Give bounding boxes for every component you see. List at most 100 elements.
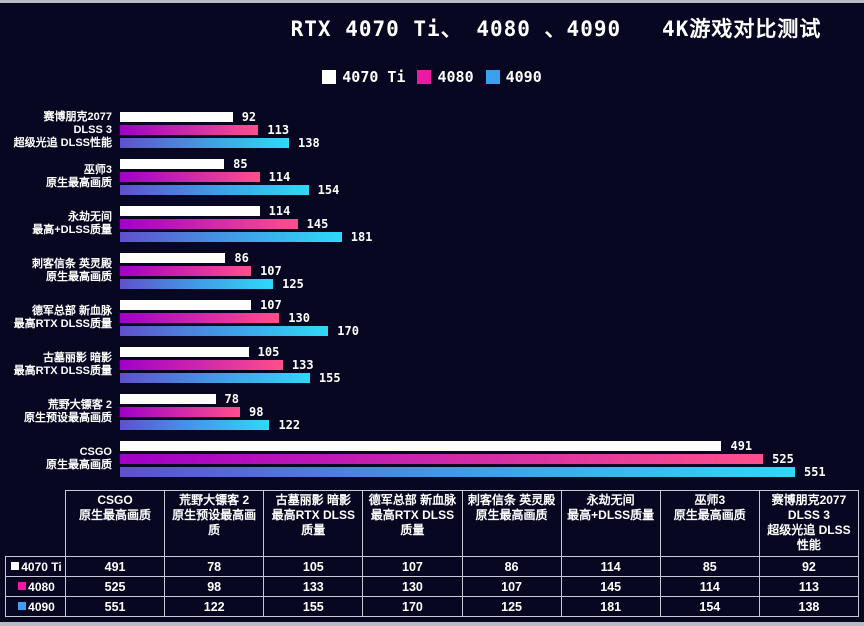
row-swatch xyxy=(11,561,20,570)
bar-4070-ti xyxy=(120,441,722,451)
bottom-edge-strip xyxy=(0,622,864,626)
bar-row: 114 xyxy=(120,204,864,218)
table-header-cell: 永劫无间 最高+DLSS质量 xyxy=(560,490,661,557)
bar-4080 xyxy=(120,266,252,276)
row-swatch xyxy=(18,601,27,610)
bar-row: 130 xyxy=(120,311,864,325)
bar-value-label: 85 xyxy=(233,157,248,171)
bar-4080 xyxy=(120,360,283,370)
table-header-cell: 古墓丽影 暗影 最高RTX DLSS质量 xyxy=(263,490,364,557)
bar-row: 125 xyxy=(120,277,864,291)
category-label: 赛博朋克2077 DLSS 3 超级光追 DLSS性能 xyxy=(13,110,112,149)
table-cell: 107 xyxy=(461,576,562,597)
top-edge-strip xyxy=(0,0,864,3)
category-label: 荒野大镖客 2 原生预设最高画质 xyxy=(24,399,112,424)
legend-swatch-4070-ti xyxy=(322,70,337,84)
table-row-label-4070-ti: 4070 Ti xyxy=(5,556,66,577)
bar-row: 114 xyxy=(120,170,864,184)
table-cell: 78 xyxy=(164,556,265,577)
bar-4090 xyxy=(120,232,342,242)
bar-value-label: 113 xyxy=(267,123,290,137)
bar-row: 551 xyxy=(120,465,864,479)
bar-4080 xyxy=(120,125,259,135)
table-cell: 145 xyxy=(560,576,661,597)
bar-value-label: 145 xyxy=(306,217,329,231)
table-cell: 154 xyxy=(659,596,760,617)
bar-row: 107 xyxy=(120,298,864,312)
bar-row: 122 xyxy=(120,418,864,432)
bar-4090 xyxy=(120,467,795,477)
bar-value-label: 181 xyxy=(350,230,373,244)
bar-4090 xyxy=(120,279,274,289)
bar-value-label: 491 xyxy=(730,439,753,453)
table-cell: 85 xyxy=(659,556,760,577)
bar-row: 155 xyxy=(120,371,864,385)
table-header-cell: 巫师3 原生最高画质 xyxy=(659,490,760,557)
bar-row: 107 xyxy=(120,264,864,278)
category-label: 巫师3 原生最高画质 xyxy=(46,164,112,189)
bar-4080 xyxy=(120,219,298,229)
bar-value-label: 78 xyxy=(224,392,239,406)
bar-4090 xyxy=(120,420,270,430)
bar-4090 xyxy=(120,138,290,148)
bar-value-label: 86 xyxy=(234,251,249,265)
results-table: CSGO 原生最高画质 荒野大镖客 2 原生预设最高画质 古墓丽影 暗影 最高RTX… xyxy=(5,490,860,617)
category-label: 永劫无间 最高+DLSS质量 xyxy=(32,211,112,236)
bar-row: 78 xyxy=(120,392,864,406)
table-cell: 105 xyxy=(263,556,364,577)
bar-row: 181 xyxy=(120,230,864,244)
bar-4080 xyxy=(120,454,764,464)
bar-row: 105 xyxy=(120,345,864,359)
bar-value-label: 138 xyxy=(298,136,320,150)
bar-4090 xyxy=(120,373,310,383)
bar-value-label: 170 xyxy=(337,324,359,338)
bar-value-label: 133 xyxy=(291,358,314,372)
table-cell: 125 xyxy=(461,596,562,617)
table-cell: 122 xyxy=(164,596,265,617)
table-row: 4090 551 122 155 170 125 181 154 138 xyxy=(5,596,860,617)
bar-value-label: 107 xyxy=(260,264,282,278)
chart-group: 德军总部 新血脉 最高RTX DLSS质量 107 130 170 xyxy=(0,298,864,338)
bar-stack: 107 130 170 xyxy=(112,298,864,338)
chart-title: RTX 4070 Ti、 4080 、4090 4K游戏对比测试 xyxy=(290,17,822,41)
table-cell: 525 xyxy=(64,576,166,597)
bar-stack: 92 113 138 xyxy=(112,110,864,150)
bar-row: 113 xyxy=(120,123,864,137)
legend-label: 4070 Ti xyxy=(342,68,406,86)
bar-stack: 114 145 181 xyxy=(112,204,864,244)
bar-row: 491 xyxy=(120,439,864,453)
table-cell: 114 xyxy=(659,576,760,597)
bar-value-label: 105 xyxy=(257,345,280,359)
table-cell: 114 xyxy=(560,556,661,577)
bar-stack: 86 107 125 xyxy=(112,251,864,291)
table-header-cell: 刺客信条 英灵殿 原生最高画质 xyxy=(461,490,562,557)
bar-value-label: 114 xyxy=(268,204,291,218)
table-cell: 113 xyxy=(758,576,860,597)
table-header-cell: 荒野大镖客 2 原生预设最高画质 xyxy=(164,490,265,557)
table-cell: 98 xyxy=(164,576,265,597)
bar-4070-ti xyxy=(120,347,249,357)
bar-chart: 赛博朋克2077 DLSS 3 超级光追 DLSS性能 92 113 138 巫师3 原生最高… xyxy=(0,110,864,488)
category-label: CSGO 原生最高画质 xyxy=(46,446,112,471)
legend-label: 4090 xyxy=(505,68,542,86)
legend-item-4070-ti: 4070 Ti xyxy=(322,68,405,86)
chart-group: 荒野大镖客 2 原生预设最高画质 78 98 122 xyxy=(0,392,864,432)
chart-group: 赛博朋克2077 DLSS 3 超级光追 DLSS性能 92 113 138 xyxy=(0,110,864,150)
bar-value-label: 98 xyxy=(249,405,264,419)
legend-swatch-4080 xyxy=(417,70,432,84)
table-cell: 133 xyxy=(263,576,364,597)
bar-stack: 78 98 122 xyxy=(112,392,864,432)
table-row-label-4080: 4080 xyxy=(5,576,66,597)
legend-item-4080: 4080 xyxy=(417,68,474,86)
table-cell: 181 xyxy=(560,596,661,617)
table-row: 4070 Ti 491 78 105 107 86 114 85 92 xyxy=(5,556,860,577)
bar-value-label: 155 xyxy=(318,371,341,385)
legend-swatch-4090 xyxy=(485,70,500,84)
bar-4070-ti xyxy=(120,206,260,216)
bar-4070-ti xyxy=(120,159,225,169)
table-header-cell: 赛博朋克2077 DLSS 3 超级光追 DLSS 性能 xyxy=(758,490,860,557)
category-label: 德军总部 新血脉 最高RTX DLSS质量 xyxy=(13,305,112,330)
table-cell: 86 xyxy=(461,556,562,577)
table-cell: 491 xyxy=(64,556,166,577)
